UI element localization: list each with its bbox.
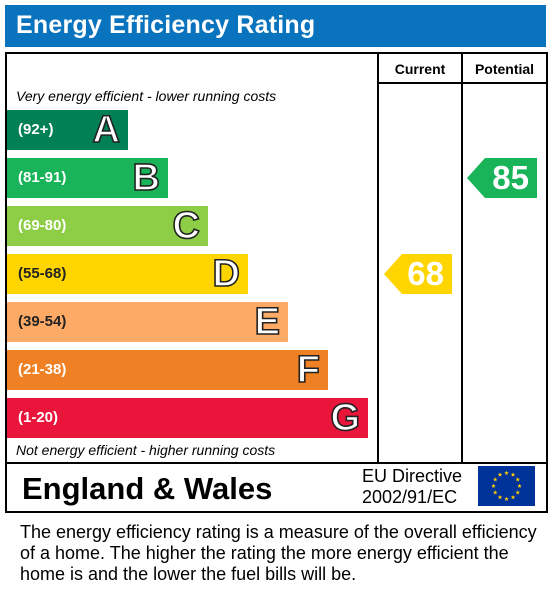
eu-star [497,494,503,500]
band-letter-b: B [132,156,161,200]
potential-rating-arrow: 85 [467,158,537,198]
rating-band-f: (21-38) F [7,348,328,392]
band-letter-d: D [212,252,241,296]
header-divider [377,82,546,84]
chart-title: Energy Efficiency Rating [16,11,316,39]
eu-star [510,494,516,500]
rating-band-c: (69-80) C [7,204,208,248]
eu-star [517,483,522,488]
potential-column-header: Potential [474,61,535,77]
rating-band-d: (55-68) D [7,252,248,296]
eu-flag-icon [478,466,535,506]
band-range-g: (1-20) [18,409,59,426]
current-column-header: Current [394,61,446,77]
footer-row: England & Wales EU Directive 2002/91/EC [5,461,548,513]
rating-chart: Current Potential Very energy efficient … [5,52,548,464]
current-rating-arrow: 68 [384,254,452,294]
region-label: England & Wales [22,471,273,506]
rating-band-e: (39-54) E [7,300,288,344]
rating-band-g: (1-20) G [7,396,368,440]
eu-star [504,496,509,501]
top-note: Very energy efficient - lower running co… [16,88,277,104]
band-letter-g: G [330,396,361,440]
eu-star [510,472,516,477]
eu-star [491,483,496,488]
directive-line-2: 2002/91/EC [362,487,458,507]
eu-directive: EU Directive 2002/91/EC [362,466,462,508]
potential-rating-arrow-value: 85 [492,159,529,196]
column-divider-potential [461,54,463,462]
bottom-note: Not energy efficient - higher running co… [16,442,276,458]
band-range-e: (39-54) [18,313,67,330]
band-range-c: (69-80) [18,217,67,234]
eu-star [515,477,521,482]
eu-star [492,477,498,482]
band-range-b: (81-91) [18,169,67,186]
eu-star [497,472,503,477]
eu-star [515,490,521,495]
band-letter-a: A [92,108,121,152]
current-rating-arrow-value: 68 [407,255,444,292]
rating-band-b: (81-91) B [7,156,168,200]
rating-band-a: (92+) A [7,108,128,152]
eu-star [504,470,509,475]
description-text: The energy efficiency rating is a measur… [20,522,537,584]
directive-line-1: EU Directive [362,466,463,486]
band-letter-f: F [296,348,321,392]
title-bar: Energy Efficiency Rating [5,5,546,47]
band-range-d: (55-68) [18,265,67,282]
band-letter-c: C [172,204,201,248]
band-range-f: (21-38) [18,361,67,378]
band-range-a: (92+) [18,121,54,138]
band-letter-e: E [254,300,281,344]
column-divider-current [377,54,379,462]
eu-star [492,490,498,495]
